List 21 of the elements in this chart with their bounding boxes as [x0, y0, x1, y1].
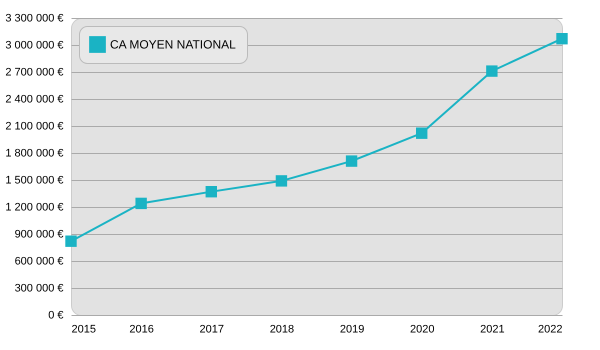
legend-label: CA MOYEN NATIONAL: [110, 38, 236, 52]
y-tick-label: 900 000 €: [14, 228, 64, 240]
x-tick-label: 2017: [200, 324, 224, 336]
y-tick-label: 2 400 000 €: [5, 94, 64, 106]
x-tick-label: 2018: [270, 324, 294, 336]
y-tick-label: 600 000 €: [14, 256, 64, 268]
y-tick-label: 3 300 000 €: [5, 12, 64, 24]
y-tick-label: 3 000 000 €: [5, 40, 64, 52]
y-tick-label: 1 500 000 €: [5, 174, 64, 186]
x-tick-label: 2015: [72, 324, 96, 336]
y-tick-label: 2 100 000 €: [5, 120, 64, 132]
y-tick-label: 2 700 000 €: [5, 66, 64, 78]
x-tick-label: 2022: [538, 324, 562, 336]
y-tick-label: 0 €: [48, 310, 64, 322]
x-tick-label: 2016: [129, 324, 154, 336]
x-tick-label: 2021: [480, 324, 505, 336]
x-tick-label: 2019: [340, 324, 364, 336]
y-tick-label: 1 800 000 €: [5, 148, 64, 160]
x-tick-label: 2020: [410, 324, 434, 336]
y-tick-label: 1 200 000 €: [5, 202, 64, 214]
y-tick-label: 300 000 €: [14, 282, 64, 294]
